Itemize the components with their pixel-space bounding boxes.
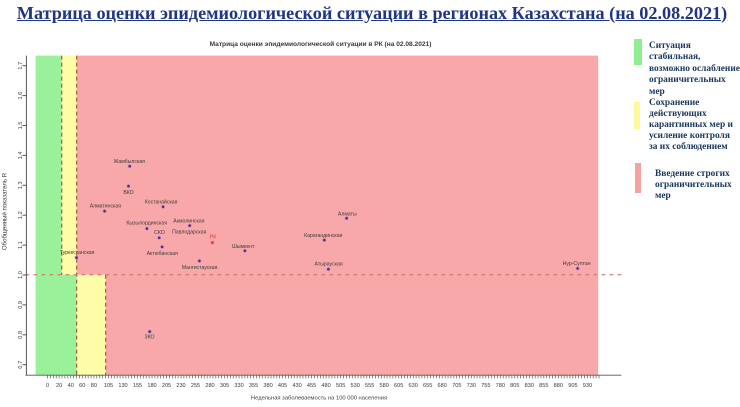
svg-text:Павлодарская: Павлодарская: [172, 230, 206, 236]
svg-text:380: 380: [263, 383, 272, 389]
svg-text:755: 755: [481, 383, 490, 389]
svg-text:Костанайская: Костанайская: [145, 199, 178, 206]
svg-text:605: 605: [394, 383, 403, 389]
svg-text:Атырауская: Атырауская: [315, 261, 343, 267]
svg-text:Нур-Султан: Нур-Султан: [563, 261, 591, 267]
svg-text:555: 555: [365, 383, 374, 389]
svg-text:655: 655: [423, 383, 432, 389]
svg-text:0: 0: [46, 383, 49, 389]
svg-text:880: 880: [554, 383, 563, 389]
svg-text:1.6: 1.6: [18, 92, 24, 100]
svg-text:Обобщенный показатель R: Обобщенный показатель R: [2, 172, 9, 250]
svg-text:730: 730: [467, 383, 476, 389]
svg-text:855: 855: [539, 383, 548, 389]
svg-text:130: 130: [118, 383, 127, 389]
svg-text:20: 20: [56, 383, 62, 389]
svg-text:1.0: 1.0: [18, 271, 24, 279]
svg-text:230: 230: [176, 383, 185, 389]
svg-text:355: 355: [249, 383, 258, 389]
svg-text:Мангистауская: Мангистауская: [182, 265, 218, 271]
svg-text:180: 180: [147, 383, 156, 389]
svg-text:1.2: 1.2: [18, 211, 24, 219]
svg-text:205: 205: [162, 383, 171, 389]
svg-text:1.4: 1.4: [18, 152, 24, 160]
svg-text:80: 80: [91, 383, 97, 389]
svg-text:105: 105: [104, 383, 113, 389]
svg-text:780: 780: [496, 383, 505, 389]
svg-text:ЗКО: ЗКО: [144, 334, 154, 340]
svg-text:280: 280: [205, 383, 214, 389]
svg-text:Алматинская: Алматинская: [90, 204, 122, 210]
svg-text:40: 40: [68, 383, 74, 389]
svg-text:СКО: СКО: [154, 230, 165, 236]
svg-text:505: 505: [336, 383, 345, 389]
svg-text:Шымкент: Шымкент: [232, 244, 255, 250]
svg-text:1.3: 1.3: [18, 181, 24, 189]
svg-text:Акмолинская: Акмолинская: [173, 218, 204, 224]
svg-text:Актюбинская: Актюбинская: [147, 251, 178, 257]
svg-text:405: 405: [278, 383, 287, 389]
svg-text:Кызылординская: Кызылординская: [126, 220, 167, 226]
svg-text:Матрица оценки эпидемиологичес: Матрица оценки эпидемиологической ситуац…: [210, 40, 432, 48]
svg-text:705: 705: [452, 383, 461, 389]
svg-text:0.7: 0.7: [18, 361, 24, 369]
svg-text:630: 630: [409, 383, 418, 389]
svg-text:Жамбылская: Жамбылская: [114, 159, 146, 165]
svg-text:305: 305: [220, 383, 229, 389]
svg-text:430: 430: [292, 383, 301, 389]
svg-text:155: 155: [133, 383, 142, 389]
svg-text:680: 680: [438, 383, 447, 389]
svg-text:905: 905: [568, 383, 577, 389]
svg-text:530: 530: [351, 383, 360, 389]
svg-text:1.5: 1.5: [18, 122, 24, 130]
svg-text:1.7: 1.7: [18, 62, 24, 70]
svg-text:ВКО: ВКО: [123, 190, 133, 196]
svg-text:1.1: 1.1: [18, 241, 24, 249]
svg-text:455: 455: [307, 383, 316, 389]
svg-text:805: 805: [510, 383, 519, 389]
svg-text:255: 255: [191, 383, 200, 389]
svg-text:Недельная заболеваемость на 10: Недельная заболеваемость на 100 000 насе…: [251, 396, 387, 402]
svg-text:0.8: 0.8: [18, 331, 24, 339]
svg-text:РК: РК: [210, 235, 216, 241]
svg-text:Туркестанская: Туркестанская: [60, 250, 95, 256]
svg-text:930: 930: [583, 383, 592, 389]
svg-text:830: 830: [525, 383, 534, 389]
svg-text:0.9: 0.9: [18, 301, 24, 309]
svg-text:580: 580: [380, 383, 389, 389]
svg-text:Алматы: Алматы: [338, 211, 357, 217]
svg-text:Карагандинская: Карагандинская: [304, 233, 343, 239]
svg-text:60: 60: [79, 383, 85, 389]
svg-text:480: 480: [321, 383, 330, 389]
svg-text:330: 330: [234, 383, 243, 389]
